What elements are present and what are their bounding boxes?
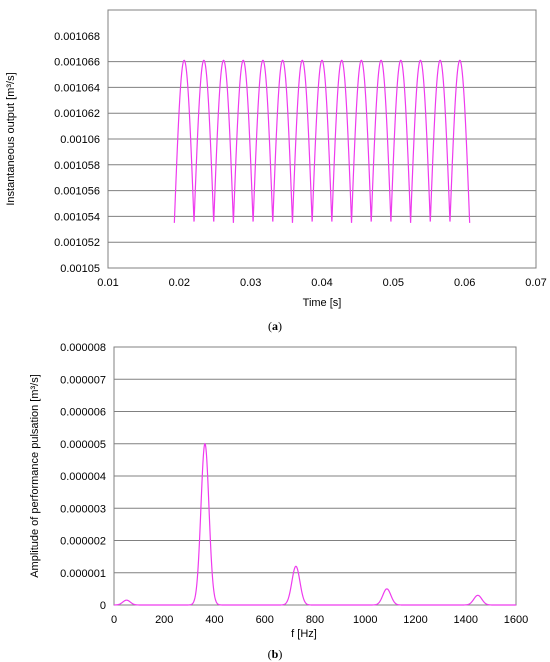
chart-a-series-line xyxy=(173,59,471,223)
chart-b-y-tick-label: 0.000004 xyxy=(60,471,106,483)
chart-b-y-tick-label: 0.000007 xyxy=(60,374,106,386)
chart-b: 0 0.000001 0.000002 0.000003 0.000004 0.00000… xyxy=(29,342,528,661)
chart-b-x-tick-label: 0 xyxy=(111,614,117,626)
chart-a-y-tick-labels: 0.00105 0.001052 0.001054 0.001056 0.001058 0… xyxy=(54,31,100,275)
chart-b-y-tick-label: 0.000006 xyxy=(60,407,106,419)
chart-a-x-tick-label: 0.04 xyxy=(311,277,332,289)
chart-b-y-tick-label: 0.000005 xyxy=(60,439,106,451)
chart-b-y-axis-label: Amplitude of performance pulsation [m³/s… xyxy=(29,374,41,578)
chart-b-x-axis-label: f [Hz] xyxy=(291,628,317,640)
chart-a-x-tick-label: 0.01 xyxy=(97,277,118,289)
chart-a-y-tick-label: 0.00106 xyxy=(60,134,100,146)
chart-a-caption: (a) xyxy=(268,319,282,333)
chart-a-y-tick-label: 0.00105 xyxy=(60,263,100,275)
chart-a-y-tick-label: 0.001066 xyxy=(54,57,100,69)
chart-a-x-tick-label: 0.03 xyxy=(240,277,261,289)
chart-a: 0.00105 0.001052 0.001054 0.001056 0.001058 0… xyxy=(5,9,547,333)
chart-b-x-tick-label: 1400 xyxy=(454,614,478,626)
chart-b-y-tick-label: 0.000001 xyxy=(60,568,106,580)
chart-a-y-tick-label: 0.001052 xyxy=(54,237,100,249)
chart-a-x-tick-label: 0.02 xyxy=(169,277,190,289)
chart-b-x-tick-label: 1600 xyxy=(504,614,528,626)
chart-b-y-tick-labels: 0 0.000001 0.000002 0.000003 0.000004 0.00000… xyxy=(60,342,106,612)
chart-a-y-axis-label: Instantaneous output [m³/s] xyxy=(5,72,17,205)
chart-a-y-tick-label: 0.001068 xyxy=(54,31,100,43)
chart-a-x-tick-labels: 0.01 0.02 0.03 0.04 0.05 0.06 0.07 xyxy=(97,277,546,289)
chart-a-x-tick-label: 0.07 xyxy=(525,277,546,289)
chart-b-x-tick-label: 400 xyxy=(205,614,223,626)
chart-b-y-tick-label: 0.000003 xyxy=(60,503,106,515)
chart-a-y-tick-label: 0.001054 xyxy=(54,211,100,223)
chart-b-gridlines xyxy=(114,378,516,574)
chart-b-y-tick-label: 0.000002 xyxy=(60,536,106,548)
chart-a-y-tick-label: 0.001058 xyxy=(54,160,100,172)
chart-b-x-tick-label: 800 xyxy=(306,614,324,626)
chart-a-x-axis-label: Time [s] xyxy=(303,297,342,309)
chart-b-series-line xyxy=(114,442,516,606)
chart-b-y-tick-label: 0 xyxy=(100,600,106,612)
chart-a-y-tick-label: 0.001056 xyxy=(54,186,100,198)
chart-b-y-tick-label: 0.000008 xyxy=(60,342,106,354)
chart-b-x-tick-label: 1200 xyxy=(403,614,427,626)
chart-b-x-tick-label: 600 xyxy=(256,614,274,626)
chart-b-x-tick-label: 200 xyxy=(155,614,173,626)
chart-b-x-tick-labels: 0 200 400 600 800 1000 1200 1400 1600 xyxy=(111,614,528,626)
chart-b-caption: (b) xyxy=(268,647,283,661)
chart-a-y-tick-label: 0.001064 xyxy=(54,82,100,94)
chart-a-x-tick-label: 0.06 xyxy=(454,277,475,289)
chart-a-y-tick-label: 0.001062 xyxy=(54,108,100,120)
chart-a-x-tick-label: 0.05 xyxy=(383,277,404,289)
chart-b-x-tick-label: 1000 xyxy=(353,614,377,626)
